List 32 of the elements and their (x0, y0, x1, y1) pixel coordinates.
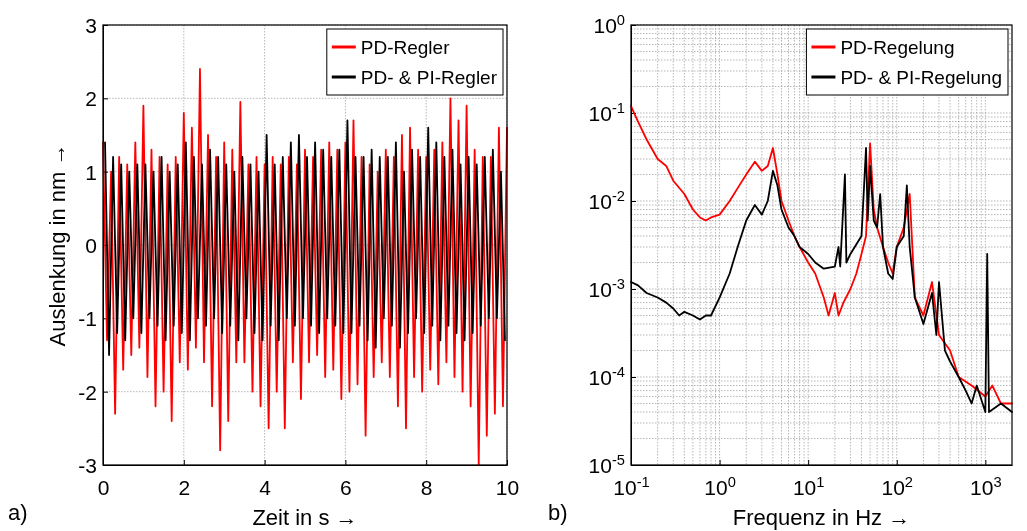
legend-label: PD- & PI-Regler (360, 66, 498, 88)
y-tick-label: 10$^{-1}$ (588, 99, 625, 125)
x-tick-label: 2 (178, 476, 191, 499)
y-tick-label: 0 (85, 233, 97, 257)
x-tick-label: 4 (259, 476, 272, 499)
x-axis-title: Zeit in s → (252, 505, 358, 530)
text: b) (548, 500, 568, 525)
x-tick-label: 10$^{3}$ (970, 474, 1002, 499)
y-axis-title: Auslenkung in nm → (45, 143, 70, 347)
x-tick-label: 10$^{2}$ (881, 474, 914, 499)
y-tick-label: 3 (85, 13, 97, 37)
y-tick-label: 2 (85, 87, 97, 111)
x-tick-label: 8 (420, 476, 433, 499)
y-tick-label: 10$^{-2}$ (588, 187, 625, 213)
y-tick-label: -3 (78, 453, 97, 477)
text: a) (8, 500, 28, 525)
y-tick-label: 1 (85, 160, 97, 184)
x-tick-label: 10 (495, 476, 520, 499)
legend-label: PD- & PI-Regelung (840, 66, 1002, 88)
x-axis-title: Frequenz in Hz → (732, 505, 911, 530)
legend-label: PD-Regler (360, 36, 451, 58)
x-tick-label: 10$^{0}$ (704, 474, 736, 499)
y-tick-label: 10$^{-5}$ (588, 451, 625, 477)
y-tick-label: 10$^{0}$ (593, 11, 625, 37)
legend-label: PD-Regelung (840, 36, 955, 58)
x-tick-label: 6 (340, 476, 352, 499)
x-tick-label: 10$^{-1}$ (613, 474, 650, 499)
y-tick-label: -2 (78, 380, 97, 404)
x-tick-label: 10$^{1}$ (792, 474, 825, 499)
y-tick-label: 10$^{-3}$ (588, 275, 625, 301)
y-tick-label: 10$^{-4}$ (588, 363, 625, 389)
y-tick-label: -1 (78, 307, 97, 331)
